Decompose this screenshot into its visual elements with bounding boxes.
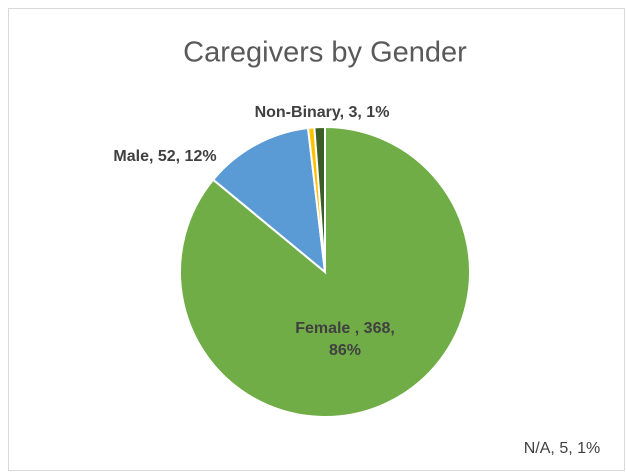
pie-slice [313,125,326,273]
pie-slice [211,126,327,275]
data-label: Female , 368, 86% [295,320,395,359]
chart-title: Caregivers by Gender [183,37,467,69]
data-label: Male, 52, 12% [113,148,217,165]
data-label: Non-Binary, 3, 1% [254,104,390,121]
data-label: N/A, 5, 1% [523,440,601,457]
